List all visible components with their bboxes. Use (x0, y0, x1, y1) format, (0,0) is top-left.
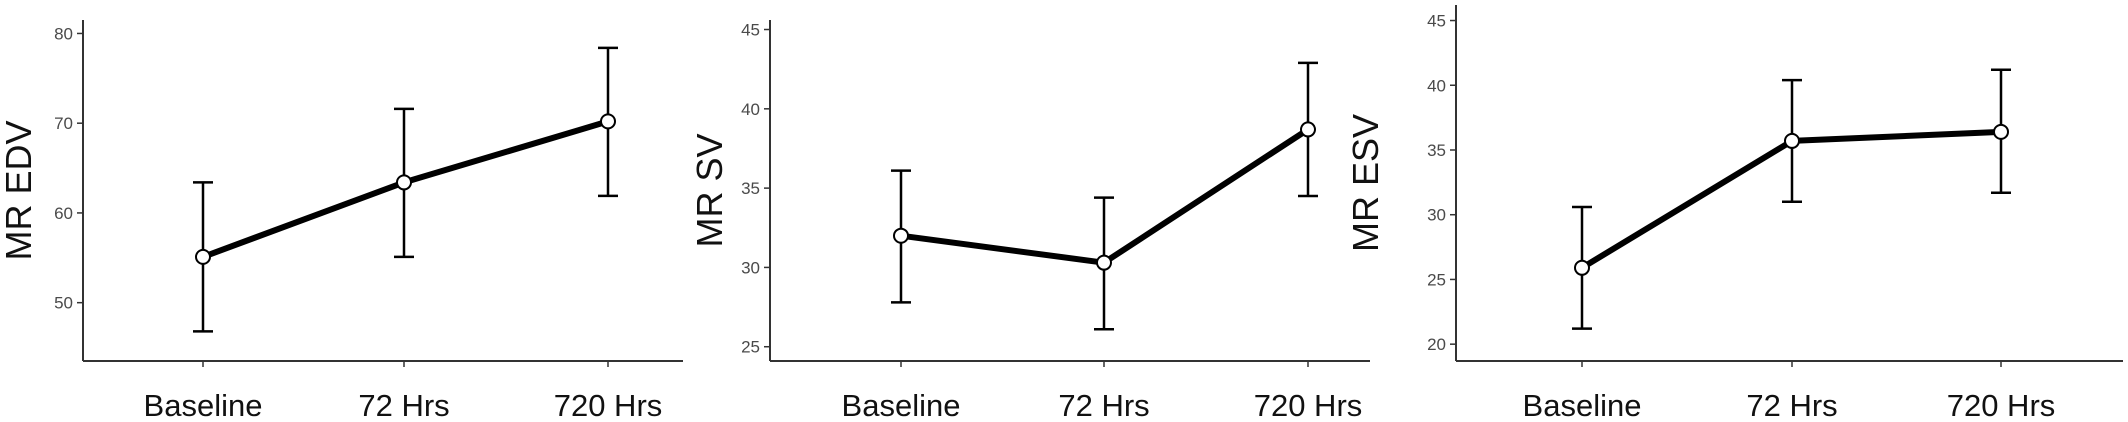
data-point (1784, 132, 1800, 149)
x-tick-label: Baseline (842, 388, 961, 422)
y-tick-label: 35 (1427, 141, 1446, 160)
y-tick-label: 35 (741, 179, 760, 198)
x-tick-label: Baseline (144, 388, 263, 422)
y-tick-label: 50 (54, 294, 73, 313)
x-tick-label: 72 Hrs (1746, 388, 1837, 422)
y-axis-label: MR EDV (0, 120, 39, 260)
x-tick-label: Baseline (1523, 388, 1642, 422)
data-point (1300, 121, 1316, 138)
y-tick-label: 30 (1427, 206, 1446, 225)
y-tick-label: 25 (1427, 270, 1446, 289)
data-point (195, 248, 211, 265)
y-tick-label: 40 (1427, 76, 1446, 95)
x-tick-label: 72 Hrs (1058, 388, 1149, 422)
x-tick-label: 720 Hrs (1947, 388, 2056, 422)
y-tick-label: 20 (1427, 335, 1446, 354)
y-tick-label: 25 (741, 338, 760, 357)
data-point (893, 227, 909, 244)
x-tick-label: 720 Hrs (554, 388, 663, 422)
data-point (1574, 259, 1590, 276)
y-tick-label: 70 (54, 114, 73, 133)
data-point (396, 174, 412, 191)
chart-panel-2: 25 30 35 40 45 Baseline 72 Hrs 720 Hrs MR SV (689, 20, 1370, 422)
y-tick-label: 80 (54, 24, 73, 43)
y-tick-label: 30 (741, 258, 760, 277)
chart-panel-3: 20 25 30 35 40 45 Baseline 72 Hrs 720 Hrs MR ESV (1345, 5, 2123, 422)
y-tick-label: 45 (1427, 12, 1446, 31)
y-tick-label: 60 (54, 204, 73, 223)
y-axis-label: MR SV (689, 133, 730, 247)
y-axis-label: MR ESV (1345, 114, 1386, 252)
data-point (1096, 254, 1112, 271)
x-tick-label: 720 Hrs (1254, 388, 1363, 422)
chart-panel-1: 50 60 70 80 Baseline 72 Hrs 720 Hrs MR EDV (0, 20, 683, 422)
data-point (600, 113, 616, 130)
data-point (1993, 123, 2009, 140)
y-tick-label: 45 (741, 21, 760, 40)
x-tick-label: 72 Hrs (358, 388, 449, 422)
y-tick-label: 40 (741, 100, 760, 119)
